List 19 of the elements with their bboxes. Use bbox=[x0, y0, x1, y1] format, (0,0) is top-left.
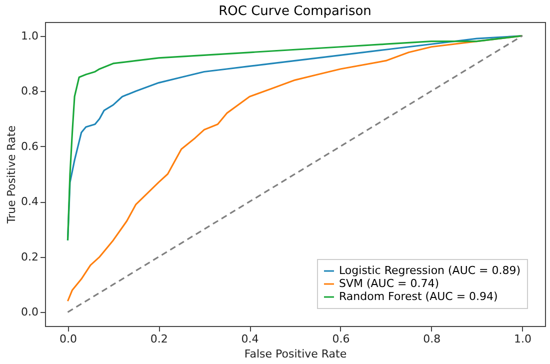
y-axis-title: True Positive Rate bbox=[5, 125, 18, 224]
y-tick-label: 1.0 bbox=[21, 29, 38, 42]
x-tick-label: 1.0 bbox=[514, 332, 532, 346]
legend-label: SVM (AUC = 0.74) bbox=[339, 277, 440, 290]
y-tick-label: 0.6 bbox=[21, 140, 38, 153]
y-tick-label: 0.0 bbox=[21, 306, 38, 319]
legend-label: Logistic Regression (AUC = 0.89) bbox=[339, 264, 521, 277]
line-series bbox=[66, 35, 524, 242]
y-tick-label: 0.2 bbox=[21, 250, 38, 264]
x-tick-label: 0.0 bbox=[59, 332, 77, 346]
x-tick-label: 0.8 bbox=[423, 332, 441, 346]
x-tick-label: 0.6 bbox=[332, 332, 350, 346]
y-tick-label: 0.4 bbox=[21, 195, 38, 208]
y-tick-label: 0.8 bbox=[21, 84, 38, 98]
chart-title: ROC Curve Comparison bbox=[218, 4, 372, 19]
legend-label: Random Forest (AUC = 0.94) bbox=[339, 290, 498, 303]
x-tick-label: 0.2 bbox=[150, 332, 168, 346]
x-axis-title: False Positive Rate bbox=[244, 348, 347, 360]
x-tick-label: 0.4 bbox=[241, 332, 259, 346]
